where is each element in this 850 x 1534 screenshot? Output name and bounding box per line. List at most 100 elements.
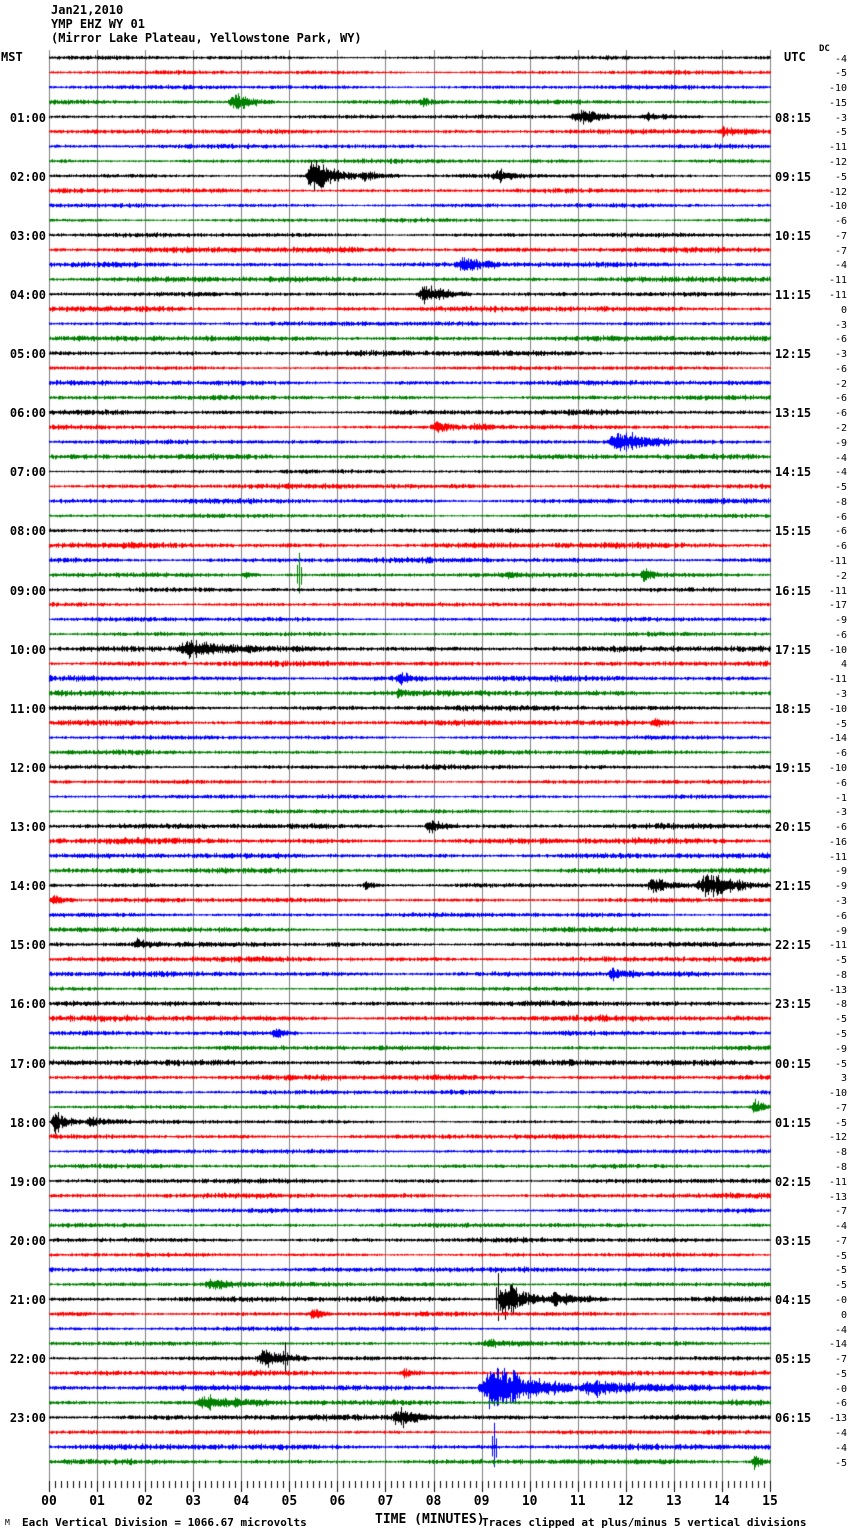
- dc-offset-value: -5: [834, 718, 847, 730]
- mst-hour-label: 09:00: [9, 583, 46, 598]
- dc-offset-value: 0: [840, 304, 847, 316]
- dc-offset-value: -15: [828, 97, 847, 109]
- dc-offset-value: -5: [834, 1368, 847, 1380]
- left-timezone-label: MST: [1, 50, 23, 64]
- dc-offset-value: -5: [834, 68, 847, 80]
- dc-offset-value: -0: [834, 1295, 847, 1307]
- mst-hour-label: 07:00: [9, 465, 46, 480]
- dc-offset-value: -6: [834, 408, 847, 420]
- dc-offset-value: -5: [834, 482, 847, 494]
- dc-offset-value: -13: [828, 1413, 847, 1425]
- dc-offset-value: -7: [834, 1354, 847, 1366]
- dc-offset-value: -6: [834, 748, 847, 760]
- minute-tick-label: 10: [521, 1494, 538, 1509]
- dc-offset-value: -8: [834, 1162, 847, 1173]
- dc-offset-value: -6: [834, 511, 847, 523]
- dc-offset-value: -4: [834, 53, 847, 65]
- mst-hour-label: 13:00: [9, 820, 46, 835]
- dc-offset-value: -2: [834, 423, 847, 434]
- footer-clip-note: Traces clipped at plus/minus 5 vertical …: [482, 1516, 807, 1529]
- dc-offset-value: -10: [828, 762, 847, 774]
- dc-offset-value: -11: [828, 851, 847, 863]
- minute-tick-label: 13: [666, 1494, 682, 1509]
- dc-offset-value: -11: [828, 674, 847, 686]
- dc-offset-value: -7: [834, 245, 847, 257]
- dc-offset-value: -3: [834, 319, 847, 331]
- right-timezone-label: UTC: [784, 50, 806, 64]
- utc-hour-label: 14:15: [775, 465, 812, 480]
- mst-hour-label: 16:00: [9, 997, 46, 1012]
- mst-hour-label: 14:00: [9, 879, 46, 894]
- dc-offset-value: -4: [834, 1442, 847, 1454]
- dc-offset-value: -12: [828, 156, 847, 168]
- dc-offset-value: -5: [834, 127, 847, 139]
- dc-offset-value: -11: [828, 1176, 847, 1188]
- dc-offset-value: -9: [834, 1043, 847, 1055]
- dc-offset-value: -6: [834, 629, 847, 641]
- dc-offset-value: -5: [834, 1280, 847, 1292]
- dc-offset-value: -7: [834, 1206, 847, 1218]
- dc-offset-value: -5: [834, 1250, 847, 1262]
- dc-offset-value: -5: [834, 171, 847, 183]
- utc-hour-label: 08:15: [775, 110, 812, 125]
- utc-hour-label: 02:15: [775, 1174, 812, 1189]
- corner-mark: M: [5, 1518, 10, 1527]
- dc-offset-value: -6: [834, 334, 847, 346]
- dc-offset-value: -11: [828, 275, 847, 287]
- dc-offset-value: 3: [840, 1073, 847, 1085]
- minute-tick-label: 12: [617, 1494, 634, 1509]
- dc-offset-value: -8: [834, 999, 847, 1011]
- minute-tick-label: 07: [377, 1494, 394, 1509]
- dc-offset-value: -6: [834, 216, 847, 228]
- dc-offset-value: -9: [834, 881, 847, 893]
- dc-offset-value: -4: [834, 1221, 847, 1233]
- minute-tick-label: 09: [473, 1494, 490, 1509]
- minute-tick-label: 08: [425, 1494, 442, 1509]
- dc-offset-value: -13: [828, 1191, 847, 1203]
- dc-offset-value: -13: [828, 984, 847, 996]
- mst-hour-label: 02:00: [9, 169, 46, 184]
- dc-offset-value: -11: [828, 142, 847, 154]
- dc-offset-value: -4: [834, 1324, 847, 1336]
- utc-hour-label: 12:15: [775, 347, 812, 362]
- minute-tick-label: 14: [714, 1494, 730, 1509]
- dc-offset-value: -7: [834, 230, 847, 242]
- dc-offset-value: -12: [828, 186, 847, 198]
- x-axis-title: TIME (MINUTES): [375, 1512, 485, 1527]
- dc-offset-value: -6: [834, 777, 847, 789]
- dc-offset-value: -7: [834, 1235, 847, 1247]
- utc-hour-label: 22:15: [775, 938, 812, 953]
- dc-offset-value: -8: [834, 1147, 847, 1159]
- utc-hour-label: 21:15: [775, 879, 812, 894]
- dc-offset-value: -4: [834, 1428, 847, 1440]
- dc-offset-value: -0: [834, 1383, 847, 1395]
- dc-offset-value: -11: [828, 556, 847, 568]
- mst-hour-label: 06:00: [9, 406, 46, 421]
- dc-offset-value: -14: [828, 1339, 847, 1351]
- mst-hour-label: 10:00: [9, 642, 46, 657]
- dc-offset-value: -9: [834, 925, 847, 937]
- minute-tick-label: 04: [233, 1494, 250, 1509]
- utc-hour-label: 03:15: [775, 1233, 812, 1248]
- dc-offset-value: -4: [834, 452, 847, 464]
- minute-tick-label: 02: [137, 1494, 153, 1509]
- dc-offset-value: -11: [828, 289, 847, 301]
- utc-hour-label: 01:15: [775, 1115, 812, 1130]
- utc-hour-label: 11:15: [775, 287, 812, 302]
- dc-offset-value: -6: [834, 1398, 847, 1410]
- mst-hour-label: 21:00: [9, 1293, 46, 1308]
- utc-hour-label: 05:15: [775, 1352, 812, 1367]
- mst-hour-label: 03:00: [9, 228, 46, 243]
- dc-offset-value: -5: [834, 1117, 847, 1129]
- mst-hour-label: 22:00: [9, 1352, 46, 1367]
- dc-offset-value: -2: [834, 378, 847, 390]
- dc-offset-value: -3: [834, 349, 847, 361]
- dc-offset-value: -1: [834, 792, 847, 804]
- dc-offset-value: -2: [834, 570, 847, 582]
- utc-hour-label: 09:15: [775, 169, 812, 184]
- header-station: YMP EHZ WY 01: [51, 17, 145, 31]
- footer-scale-note: Each Vertical Division = 1066.67 microvo…: [22, 1516, 307, 1529]
- dc-offset-value: -14: [828, 733, 847, 745]
- dc-offset-value: -4: [834, 260, 847, 272]
